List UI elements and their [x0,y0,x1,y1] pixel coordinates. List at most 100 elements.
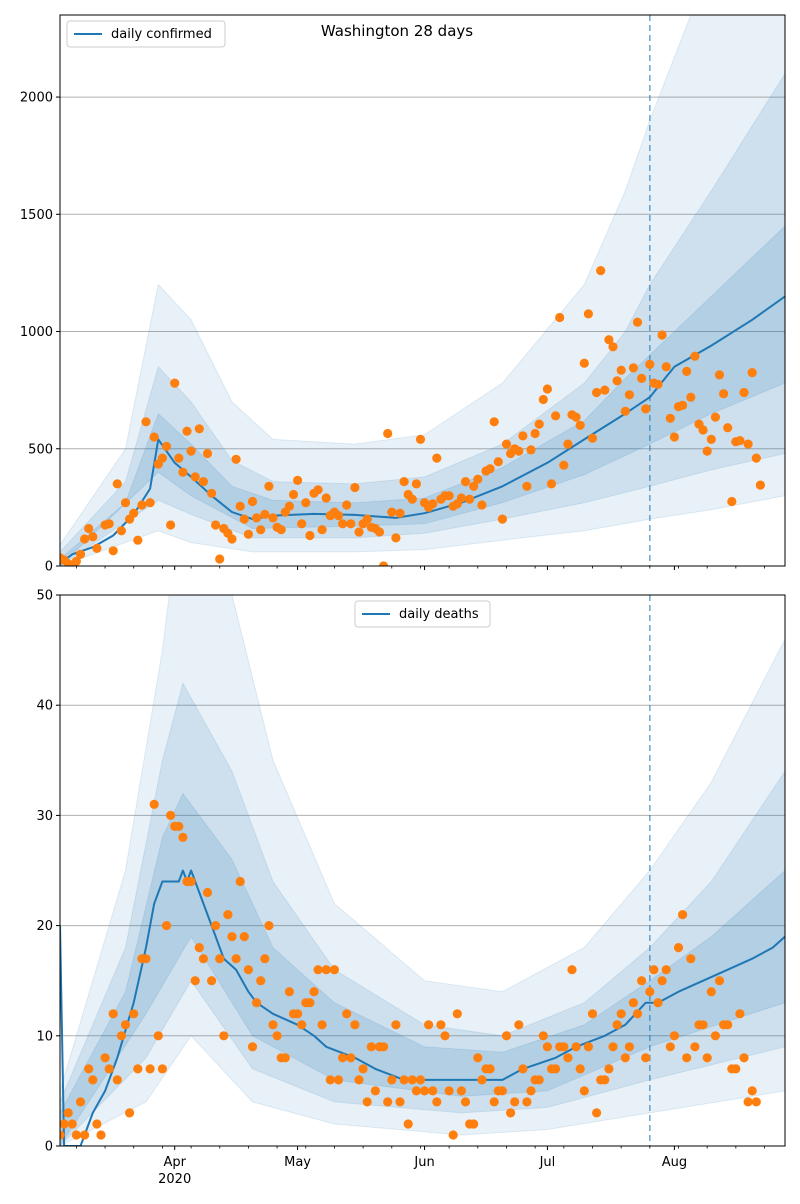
legend-label: daily confirmed [111,27,212,42]
observed-point [149,799,159,810]
observed-point [501,1031,512,1041]
observed-point [448,1130,458,1140]
observed-point [313,965,323,975]
observed-point [227,932,237,942]
observed-point [747,1086,757,1096]
observed-point [383,1097,393,1107]
observed-point [485,1064,495,1074]
observed-point [342,500,352,510]
observed-point [698,1020,708,1030]
observed-point [489,417,499,427]
observed-point [686,954,696,964]
observed-point [669,432,680,442]
observed-point [198,954,208,964]
observed-point [620,1053,630,1063]
observed-point [333,1075,344,1085]
observed-point [665,1042,675,1052]
observed-point [559,460,569,470]
observed-point [755,480,766,490]
band-middle [60,681,785,1146]
observed-point [215,554,225,564]
observed-point [350,1020,360,1030]
observed-point [247,1042,258,1052]
observed-point [714,976,725,986]
observed-point [551,411,561,421]
observed-point [231,454,241,464]
observed-point [493,457,503,467]
observed-point [506,1108,516,1118]
observed-point [460,1097,471,1107]
observed-point [354,527,364,537]
observed-point [739,387,749,398]
observed-point [247,496,258,507]
observed-point [161,441,172,451]
observed-point [632,317,643,327]
observed-point [600,1075,610,1085]
observed-point [518,431,528,441]
observed-point [473,1053,483,1063]
observed-point [587,433,598,443]
observed-point [235,876,245,887]
observed-point [129,508,139,518]
observed-point [166,520,176,530]
observed-point [383,428,393,439]
observed-point [215,954,225,964]
observed-point [60,1119,69,1129]
observed-point [632,1009,643,1019]
observed-point [387,507,397,517]
y-tick-label: 30 [36,809,53,824]
observed-point [436,1020,446,1030]
observed-point [399,1075,409,1085]
observed-point [747,368,757,378]
observed-point [469,481,479,491]
observed-point [706,987,716,997]
observed-point [587,1009,598,1019]
observed-point [137,500,147,510]
observed-point [174,821,184,832]
observed-point [719,389,729,399]
observed-point [272,1031,282,1041]
observed-point [432,1097,442,1107]
y-tick-label: 500 [28,442,53,457]
observed-point [604,335,614,345]
observed-point [239,932,249,942]
observed-point [84,1064,94,1074]
observed-point [538,1031,548,1041]
observed-point [219,1031,229,1041]
observed-point [702,446,712,456]
x-tick-label: Apr [163,1155,186,1170]
observed-point [88,532,98,542]
observed-point [379,1042,389,1052]
observed-point [129,1009,139,1019]
band-inner [60,225,785,566]
observed-point [108,546,118,556]
observed-point [194,943,204,953]
observed-point [174,453,184,463]
observed-point [411,1086,421,1096]
observed-point [444,491,454,501]
observed-point [362,514,372,524]
observed-point [473,474,483,484]
y-tick-label: 50 [36,589,53,604]
observed-point [288,489,299,500]
observed-point [682,366,692,376]
observed-point [739,1053,749,1063]
observed-point [256,976,266,986]
observed-point [293,475,303,485]
observed-point [92,1119,102,1129]
observed-point [207,976,217,986]
observed-point [628,998,639,1008]
confirmed-panel: 0 500 1000 1500 2000 Washington 28 days dail… [20,14,786,575]
observed-point [313,485,323,495]
observed-point [702,1053,712,1063]
deaths-y-axis: 0 10 20 30 40 50 [36,589,60,1155]
observed-point [125,1108,135,1118]
observed-point [194,424,204,434]
observed-point [178,467,188,477]
observed-point [456,493,466,503]
observed-point [415,1075,426,1085]
legend-box [354,600,491,628]
observed-point [583,1042,594,1052]
observed-point [600,385,610,395]
